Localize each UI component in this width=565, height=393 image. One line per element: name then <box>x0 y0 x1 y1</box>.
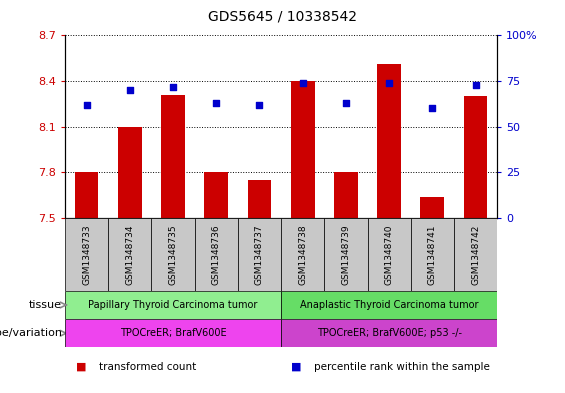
Text: GSM1348742: GSM1348742 <box>471 224 480 285</box>
Text: tissue: tissue <box>29 300 62 310</box>
Bar <box>65 291 281 319</box>
Bar <box>411 218 454 291</box>
Text: TPOCreER; BrafV600E: TPOCreER; BrafV600E <box>120 328 227 338</box>
Point <box>168 83 177 90</box>
Text: Papillary Thyroid Carcinoma tumor: Papillary Thyroid Carcinoma tumor <box>88 300 258 310</box>
Bar <box>65 319 281 347</box>
Bar <box>65 218 108 291</box>
Text: Anaplastic Thyroid Carcinoma tumor: Anaplastic Thyroid Carcinoma tumor <box>300 300 479 310</box>
Bar <box>205 173 228 218</box>
Text: GSM1348738: GSM1348738 <box>298 224 307 285</box>
Text: GSM1348735: GSM1348735 <box>168 224 177 285</box>
Point <box>298 80 307 86</box>
Bar <box>367 218 411 291</box>
Bar <box>454 218 497 291</box>
Bar <box>291 81 315 218</box>
Point <box>125 87 134 94</box>
Bar <box>334 173 358 218</box>
Text: ■: ■ <box>291 362 302 372</box>
Point <box>471 82 480 88</box>
Point <box>212 100 221 106</box>
Point <box>341 100 350 106</box>
Point <box>428 105 437 112</box>
Text: GSM1348737: GSM1348737 <box>255 224 264 285</box>
Bar <box>420 197 444 218</box>
Text: GDS5645 / 10338542: GDS5645 / 10338542 <box>208 10 357 24</box>
Text: GSM1348741: GSM1348741 <box>428 224 437 285</box>
Bar <box>281 291 497 319</box>
Point <box>255 102 264 108</box>
Bar <box>151 218 194 291</box>
Text: genotype/variation: genotype/variation <box>0 328 62 338</box>
Text: GSM1348740: GSM1348740 <box>385 224 394 285</box>
Point <box>385 80 394 86</box>
Text: transformed count: transformed count <box>99 362 196 372</box>
Bar <box>281 218 324 291</box>
Bar <box>281 319 497 347</box>
Text: GSM1348733: GSM1348733 <box>82 224 91 285</box>
Text: ■: ■ <box>76 362 87 372</box>
Bar <box>324 218 368 291</box>
Bar <box>75 173 98 218</box>
Bar <box>377 64 401 218</box>
Bar <box>118 127 142 218</box>
Bar <box>247 180 271 218</box>
Bar <box>108 218 151 291</box>
Bar <box>194 218 238 291</box>
Point <box>82 102 91 108</box>
Text: percentile rank within the sample: percentile rank within the sample <box>314 362 489 372</box>
Text: TPOCreER; BrafV600E; p53 -/-: TPOCreER; BrafV600E; p53 -/- <box>316 328 462 338</box>
Text: GSM1348734: GSM1348734 <box>125 224 134 285</box>
Bar <box>238 218 281 291</box>
Bar <box>464 96 488 218</box>
Text: GSM1348736: GSM1348736 <box>212 224 221 285</box>
Text: GSM1348739: GSM1348739 <box>341 224 350 285</box>
Bar <box>161 95 185 218</box>
